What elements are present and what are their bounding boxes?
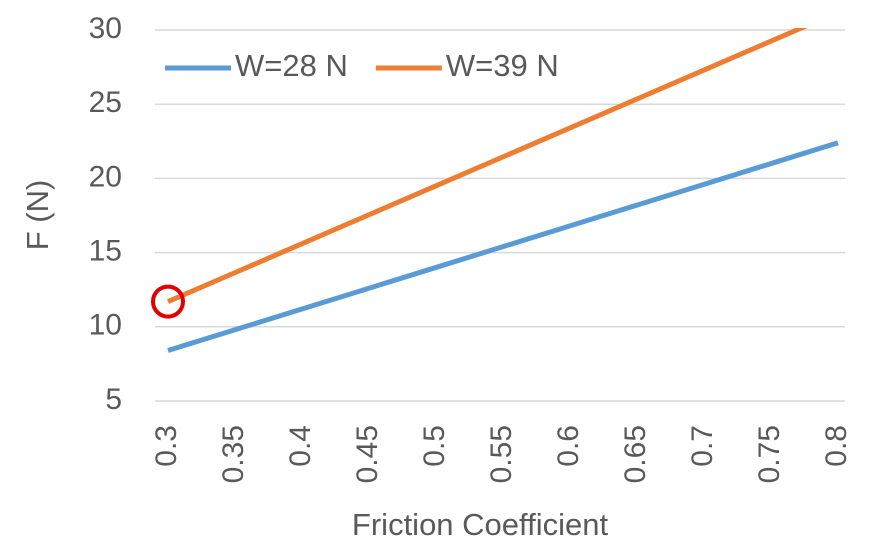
y-tick-label: 5: [105, 383, 122, 416]
x-tick-label: 0.55: [485, 425, 518, 483]
legend-label: W=28 N: [235, 48, 348, 83]
legend-label: W=39 N: [446, 48, 559, 83]
x-tick-label: 0.3: [150, 425, 183, 467]
x-tick-label: 0.7: [686, 425, 719, 467]
y-tick-label: 30: [89, 12, 122, 45]
y-tick-label: 20: [89, 160, 122, 193]
x-tick-label: 0.35: [217, 425, 250, 483]
y-tick-label: 25: [89, 86, 122, 119]
x-tick-label: 0.65: [619, 425, 652, 483]
y-axis-title: F (N): [20, 180, 55, 251]
x-tick-label: 0.45: [351, 425, 384, 483]
plot-area: [167, 28, 839, 353]
highlight-marker: [151, 284, 185, 319]
series-line: [167, 140, 839, 353]
x-tick-label: 0.6: [552, 425, 585, 467]
y-tick-label: 10: [89, 309, 122, 342]
x-axis-title: Friction Coefficient: [352, 507, 609, 542]
x-tick-label: 0.5: [418, 425, 451, 467]
x-tick-label: 0.4: [284, 425, 317, 467]
y-tick-label: 15: [89, 235, 122, 268]
series-line: [167, 28, 808, 304]
x-tick-label: 0.75: [753, 425, 786, 483]
x-tick-label: 0.8: [820, 425, 853, 467]
